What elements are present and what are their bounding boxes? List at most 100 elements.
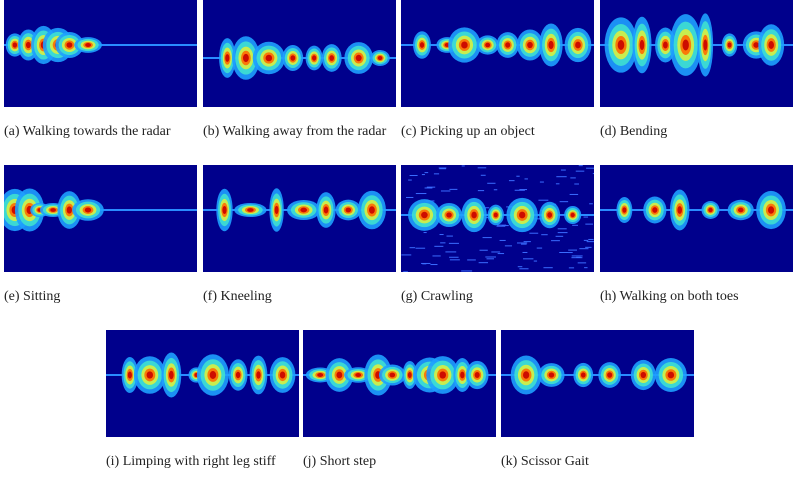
energy-blob [369,206,375,213]
energy-blob [523,371,529,379]
energy-blob [420,42,424,48]
energy-blob [640,40,645,50]
noise [543,267,552,268]
subfigure: (b) Walking away from the radar [203,0,396,141]
energy-blob [300,208,307,213]
noise [434,246,443,247]
energy-blob [50,208,56,212]
energy-blob [378,56,383,60]
energy-blob [738,208,744,213]
energy-blob [67,206,72,213]
noise [439,167,447,168]
energy-blob [356,55,362,61]
noise [556,236,564,237]
energy-blob [460,372,464,379]
energy-blob [475,372,480,378]
noise [424,232,427,233]
energy-blob [548,41,553,49]
energy-blob [668,372,674,379]
noise [406,197,413,198]
spectrogram [4,0,197,107]
noise [588,239,593,240]
subfigure: (i) Limping with right leg stiff [106,330,299,471]
energy-blob [236,372,241,378]
energy-blob [222,206,226,214]
noise [461,270,472,271]
noise [401,254,411,255]
energy-blob [290,55,295,61]
caption: (b) Walking away from the radar [203,122,396,141]
energy-blob [355,373,361,377]
spectrogram [4,165,197,272]
noise [478,190,484,191]
noise [534,261,537,262]
energy-blob [708,208,712,212]
subfigure: (e) Sitting [4,165,197,306]
noise [568,250,577,251]
noise [462,165,465,166]
energy-blob [317,373,323,377]
caption: (h) Walking on both toes [600,287,793,306]
figure: (a) Walking towards the radar(b) Walking… [0,0,794,489]
noise [505,245,512,246]
noise [487,258,495,259]
noise [403,271,408,272]
energy-blob [421,212,428,218]
noise [494,189,497,190]
noise [449,189,457,190]
energy-blob [505,42,510,48]
energy-blob [275,206,279,214]
energy-blob [85,43,91,47]
energy-blob [408,372,412,378]
energy-blob [210,371,216,379]
noise [487,183,495,184]
subfigure: (k) Scissor Gait [501,330,694,471]
noise [416,193,427,194]
energy-blob [663,42,668,49]
background [401,0,594,107]
caption: (e) Sitting [4,287,197,306]
energy-blob [703,39,707,50]
caption: (i) Limping with right leg stiff [106,452,299,471]
energy-blob [641,372,646,378]
caption: (c) Picking up an object [401,122,594,141]
energy-blob [519,212,525,219]
noise [516,176,519,177]
energy-blob [728,42,732,47]
energy-blob [225,54,229,62]
spectrogram [203,165,396,272]
noise [593,173,594,174]
subfigure: (g) Crawling [401,165,594,306]
noise [579,248,588,249]
noise [589,203,593,204]
noise [449,243,459,244]
noise [551,240,560,241]
spectrogram [106,330,299,437]
subfigure: (c) Picking up an object [401,0,594,141]
energy-blob [243,54,249,62]
spectrogram [203,0,396,107]
energy-blob [26,42,31,48]
energy-blob [85,208,91,213]
noise [522,252,527,253]
noise [523,258,533,259]
energy-blob [575,42,581,49]
noise [485,256,496,257]
energy-blob [169,371,174,379]
energy-blob [13,42,17,47]
caption: (d) Bending [600,122,793,141]
energy-blob [618,40,625,50]
energy-blob [622,207,626,213]
noise [422,174,425,175]
noise [445,251,456,252]
spectrogram [600,165,793,272]
noise [479,262,488,263]
caption: (f) Kneeling [203,287,396,306]
energy-blob [527,42,533,48]
noise [585,247,591,248]
noise [519,189,527,190]
energy-blob [389,373,395,378]
noise [561,170,566,171]
energy-blob [461,42,468,49]
energy-blob [439,371,446,378]
